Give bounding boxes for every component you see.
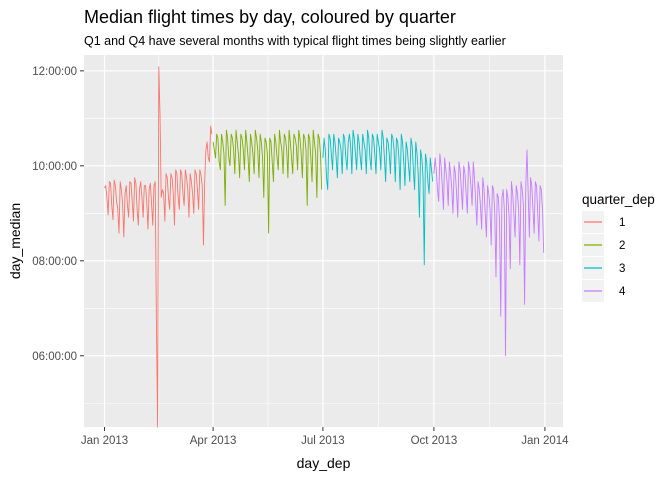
legend-label: 3 bbox=[619, 263, 625, 275]
x-tick-label: Jul 2013 bbox=[301, 435, 344, 447]
plot-panel bbox=[84, 55, 563, 427]
y-tick-label: 06:00:00 bbox=[32, 351, 77, 363]
series-line-q4 bbox=[433, 149, 545, 357]
x-tick-label: Jan 2014 bbox=[521, 435, 569, 447]
y-tick-label: 12:00:00 bbox=[32, 66, 77, 78]
x-axis-title: day_dep bbox=[297, 455, 351, 471]
legend: quarter_dep 1 2 3 4 bbox=[582, 192, 655, 302]
x-ticks: Jan 2013 Apr 2013 Jul 2013 Oct 2013 Jan 2014 bbox=[81, 427, 569, 447]
x-tick-label: Oct 2013 bbox=[411, 435, 458, 447]
x-tick-label: Apr 2013 bbox=[190, 435, 237, 447]
legend-label: 1 bbox=[619, 217, 625, 229]
chart-title: Median flight times by day, coloured by … bbox=[84, 7, 456, 27]
x-tick-label: Jan 2013 bbox=[81, 435, 128, 447]
series-line-q2 bbox=[212, 129, 323, 234]
chart-subtitle: Q1 and Q4 have several months with typic… bbox=[84, 34, 506, 48]
legend-title: quarter_dep bbox=[582, 192, 655, 207]
series-line-q1 bbox=[104, 66, 213, 428]
series-lines bbox=[104, 66, 545, 428]
y-tick-label: 10:00:00 bbox=[32, 161, 77, 173]
y-axis-title: day_median bbox=[7, 203, 23, 279]
legend-label: 2 bbox=[619, 240, 625, 252]
y-ticks: 06:00:00 08:00:00 10:00:00 12:00:00 bbox=[32, 66, 84, 363]
grid-lines bbox=[84, 55, 563, 427]
series-line-q3 bbox=[322, 129, 434, 266]
y-tick-label: 08:00:00 bbox=[32, 256, 77, 268]
legend-label: 4 bbox=[619, 286, 626, 298]
